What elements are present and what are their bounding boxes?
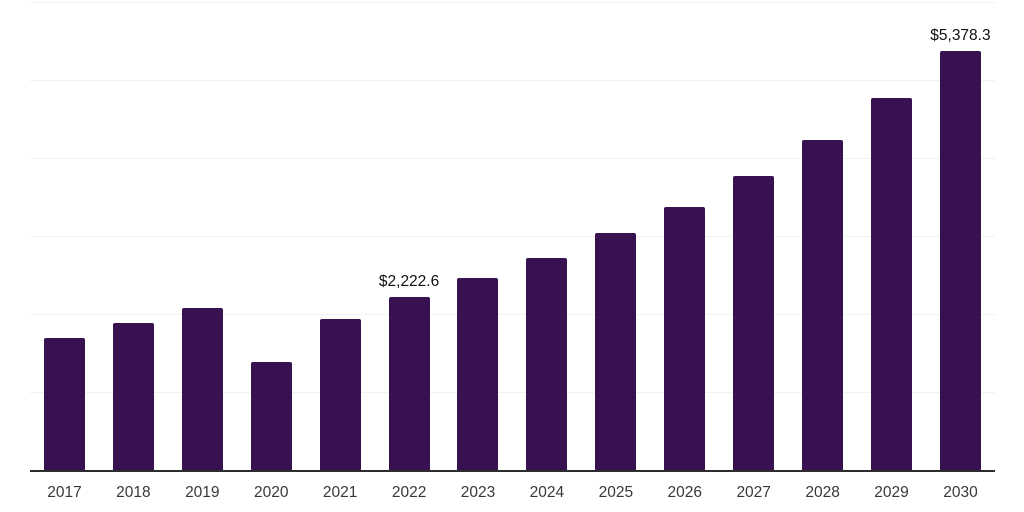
gridline-4000	[30, 158, 995, 160]
bar-slot-2019	[168, 2, 237, 470]
x-label-2019: 2019	[185, 484, 220, 501]
bar-2020	[250, 361, 292, 470]
x-label-2028: 2028	[805, 484, 840, 501]
x-axis-labels: 2017 2018 2019 2020 2021 2022 2023 2024 2025 2026…	[30, 484, 995, 503]
bar-2019	[181, 308, 223, 470]
bar-2022	[388, 296, 430, 470]
bar-slot-2030: $5,378.3	[926, 2, 995, 470]
x-label-2017: 2017	[47, 484, 82, 501]
bar-slot-2026	[650, 2, 719, 470]
bar-slot-2028	[788, 2, 857, 470]
x-label-2027: 2027	[736, 484, 771, 501]
x-label-2022: 2022	[391, 484, 427, 501]
bar-slot-2023	[444, 2, 513, 470]
bar-2025	[595, 232, 637, 470]
x-label-2025: 2025	[598, 484, 634, 501]
bar-2027	[733, 175, 775, 470]
bar-2026	[664, 207, 706, 470]
bar-slot-2022: $2,222.6	[375, 2, 444, 470]
x-axis-line	[30, 470, 995, 472]
gridline-3000	[30, 236, 995, 237]
bar-2021	[319, 319, 361, 470]
value-label-2030: $5,378.3	[930, 27, 991, 44]
bar-2018	[112, 322, 154, 470]
x-label-2026: 2026	[667, 484, 702, 501]
bar-slot-2024	[512, 2, 581, 470]
x-label-2018: 2018	[116, 484, 151, 501]
x-label-2023: 2023	[460, 484, 496, 501]
value-label-2022: $2,222.6	[378, 273, 440, 291]
bar-2023	[457, 278, 499, 470]
gridline-5000	[30, 80, 995, 81]
bar-slot-2020	[237, 2, 306, 470]
bar-slot-2025	[581, 2, 650, 470]
gridline-1000	[30, 392, 995, 394]
x-label-2024: 2024	[529, 484, 565, 501]
bar-slot-2017	[30, 2, 99, 470]
bar-2028	[802, 140, 844, 470]
bar-slot-2027	[719, 2, 788, 470]
x-label-2020: 2020	[253, 484, 289, 501]
x-label-2029: 2029	[874, 484, 909, 501]
gridlines	[30, 2, 995, 470]
bar-2030	[939, 50, 981, 470]
bar-2017	[43, 338, 85, 470]
x-label-2030: 2030	[943, 484, 978, 501]
gridline-2000	[30, 314, 995, 316]
x-label-2021: 2021	[322, 484, 358, 501]
bar-slot-2021	[306, 2, 375, 470]
bar-slot-2029	[857, 2, 926, 470]
bar-2029	[871, 97, 913, 470]
plot-area: $2,222.6 $5,378.3	[30, 2, 995, 470]
bar-slot-2018	[99, 2, 168, 470]
gridline-6000	[30, 2, 995, 3]
bars-row: $2,222.6 $5,378.3	[30, 2, 995, 470]
bar-2024	[526, 258, 568, 470]
